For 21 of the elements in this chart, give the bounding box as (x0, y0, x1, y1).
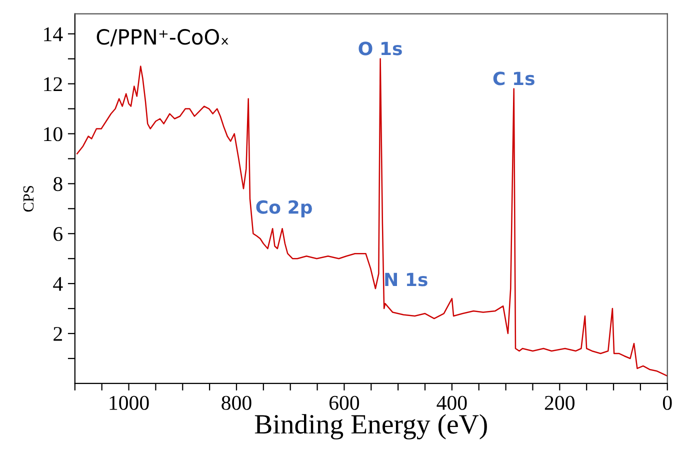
x-tick-label: 200 (544, 396, 574, 410)
x-tick-label: 400 (436, 396, 467, 410)
x-tick-label: 1000 (110, 396, 149, 410)
y-tick-label: 10 (44, 127, 62, 142)
y-tick-label: 4 (53, 277, 63, 291)
x-tick-label: 600 (329, 396, 360, 410)
x-axis-title: Binding Energy (eV) (254, 414, 487, 440)
y-tick-label: 12 (44, 77, 62, 92)
x-tick-label: 800 (222, 396, 252, 410)
y-tick-label: 14 (44, 27, 63, 42)
annotation: C 1s (493, 72, 534, 86)
annotation: O 1s (358, 42, 402, 56)
y-axis-title: CPS (23, 186, 34, 212)
y-tick-label: 8 (53, 177, 62, 192)
annotation: Co 2p (256, 200, 312, 218)
annotation: C/PPN⁺-CoOₓ (96, 29, 228, 46)
x-tick-label: 0 (662, 396, 672, 410)
line-series (76, 58, 668, 377)
y-tick-label: 2 (54, 326, 62, 341)
y-tick-label: 6 (54, 227, 62, 242)
annotation: N 1s (385, 272, 428, 286)
